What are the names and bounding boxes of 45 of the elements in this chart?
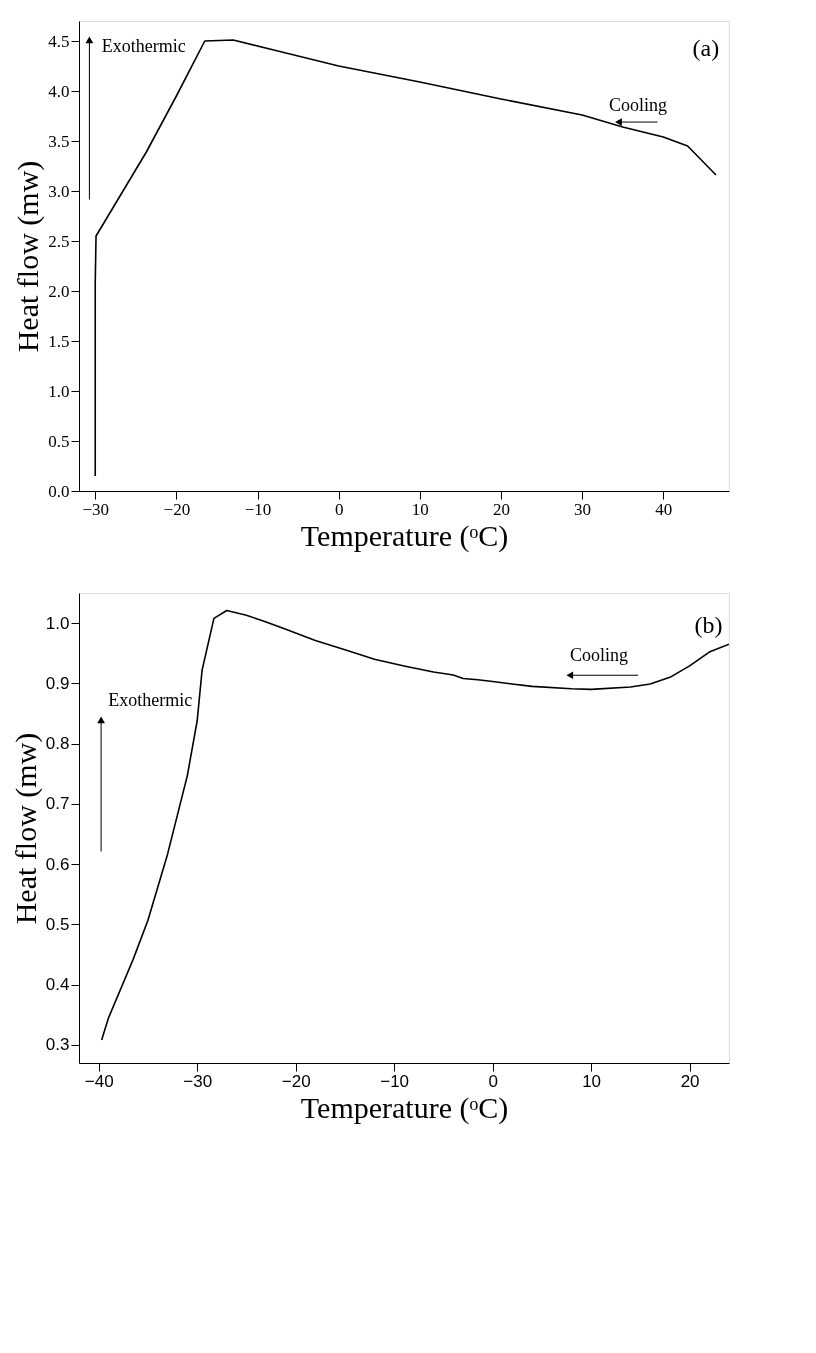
y-tick-label: 0.0 <box>48 481 70 501</box>
x-tick-label: −30 <box>183 1071 213 1091</box>
x-tick-label: 40 <box>655 499 673 519</box>
x-axis-title: Temperature (ᵒC) <box>300 518 509 553</box>
annotation: Cooling <box>569 645 629 666</box>
y-tick-label: 3.0 <box>48 181 70 201</box>
annotation: Exothermic <box>108 690 193 711</box>
x-tick-label: −20 <box>281 1071 311 1091</box>
y-axis-title: Heat flow (mw) <box>8 732 43 925</box>
y-tick-label: 2.5 <box>48 231 70 251</box>
y-tick-label: 3.5 <box>48 131 70 151</box>
x-tick-label: −30 <box>82 499 110 519</box>
y-tick-label: 0.5 <box>48 431 70 451</box>
y-tick-label: 4.0 <box>48 81 70 101</box>
x-tick-label: −20 <box>163 499 191 519</box>
line-series <box>94 39 717 477</box>
x-tick-label: 0 <box>334 499 344 519</box>
y-tick-label: 0.5 <box>45 914 70 934</box>
annotation: Exothermic <box>101 35 186 56</box>
y-tick-label: 0.7 <box>45 794 70 814</box>
y-tick-label: 0.6 <box>45 854 70 874</box>
annotation: (b) <box>694 611 723 638</box>
x-tick-label: −10 <box>244 499 272 519</box>
x-tick-label: 20 <box>492 499 510 519</box>
y-tick-label: 4.5 <box>48 31 70 51</box>
x-tick-label: −10 <box>380 1071 410 1091</box>
y-tick-label: 1.0 <box>45 613 70 633</box>
x-tick-label: 20 <box>680 1071 700 1091</box>
y-tick-label: 0.9 <box>45 673 70 693</box>
x-tick-label: 30 <box>574 499 592 519</box>
y-tick-label: 1.5 <box>48 331 70 351</box>
x-tick-label: 10 <box>582 1071 602 1091</box>
x-tick-label: −40 <box>84 1071 114 1091</box>
y-tick-label: 0.8 <box>45 734 70 754</box>
x-axis-title: Temperature (ᵒC) <box>300 1090 509 1125</box>
x-tick-label: 10 <box>411 499 429 519</box>
y-tick-label: 2.0 <box>48 281 70 301</box>
y-axis-title: Heat flow (mw) <box>11 160 46 353</box>
annotation: Cooling <box>608 94 668 115</box>
y-tick-label: 0.4 <box>45 975 70 995</box>
annotation: (a) <box>692 35 720 62</box>
y-tick-label: 1.0 <box>48 381 70 401</box>
y-tick-label: 0.3 <box>45 1035 70 1055</box>
x-tick-label: 0 <box>488 1071 498 1091</box>
line-series <box>100 609 729 1041</box>
